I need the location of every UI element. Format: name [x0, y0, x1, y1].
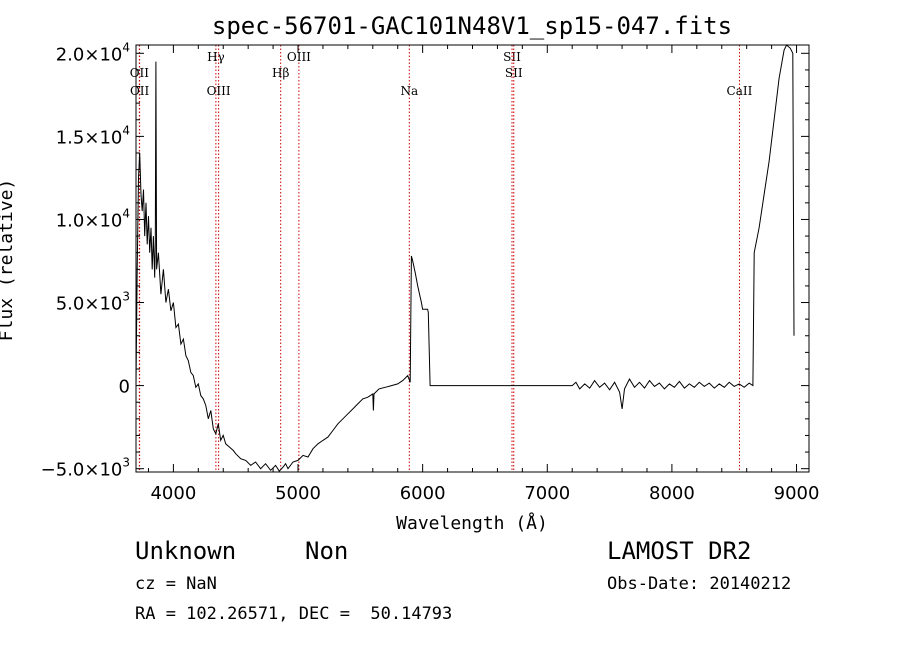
- observation-date: Obs-Date: 20140212: [607, 574, 792, 594]
- x-tick-label-0: 4000: [150, 483, 196, 504]
- y-tick-label-3: 1.0×104: [56, 206, 130, 231]
- x-tick-label-3: 7000: [524, 483, 570, 504]
- x-axis-label: Wavelength (Å): [396, 512, 548, 534]
- y-tick-label-4: 1.5×104: [56, 123, 130, 148]
- spectrum-chart: spec-56701-GAC101N48V1_sp15-047.fits OII…: [0, 12, 820, 534]
- y-axis-label: Flux (relative): [0, 179, 17, 342]
- object-subclass: Non: [305, 537, 349, 565]
- redshift-cz: cz = NaN: [135, 574, 217, 594]
- x-tick-label-5: 9000: [774, 483, 820, 504]
- ra-dec-coordinates: RA = 102.26571, DEC = 50.14793: [135, 604, 453, 624]
- x-tick-label-4: 8000: [649, 483, 695, 504]
- y-tick-label-1: 0: [119, 377, 130, 398]
- line-label-9: CaII: [727, 84, 753, 98]
- line-label-2: Hγ: [207, 50, 225, 64]
- line-label-4: Hβ: [272, 66, 289, 80]
- survey-name: LAMOST DR2: [607, 537, 752, 565]
- line-label-1: OII: [130, 84, 150, 98]
- x-tick-label-2: 6000: [400, 483, 446, 504]
- x-tick-label-1: 5000: [275, 483, 321, 504]
- spectrum-line: [135, 44, 795, 473]
- chart-title: spec-56701-GAC101N48V1_sp15-047.fits: [212, 12, 732, 40]
- line-label-8: SII: [505, 66, 523, 80]
- line-label-3: OIII: [207, 84, 231, 98]
- axis-ticks: 4000 5000 6000 7000 8000 9000 −5.0×103 0 5.0×103…: [41, 40, 820, 504]
- object-class: Unknown: [135, 537, 237, 565]
- y-tick-label-0: −5.0×103: [41, 456, 130, 481]
- line-label-7: SII: [503, 50, 521, 64]
- y-tick-label-5: 2.0×104: [56, 40, 130, 65]
- line-label-5: OIII: [287, 50, 311, 64]
- y-tick-label-2: 5.0×103: [56, 290, 130, 315]
- line-label-6: Na: [400, 84, 418, 98]
- plot-frame: [135, 44, 810, 473]
